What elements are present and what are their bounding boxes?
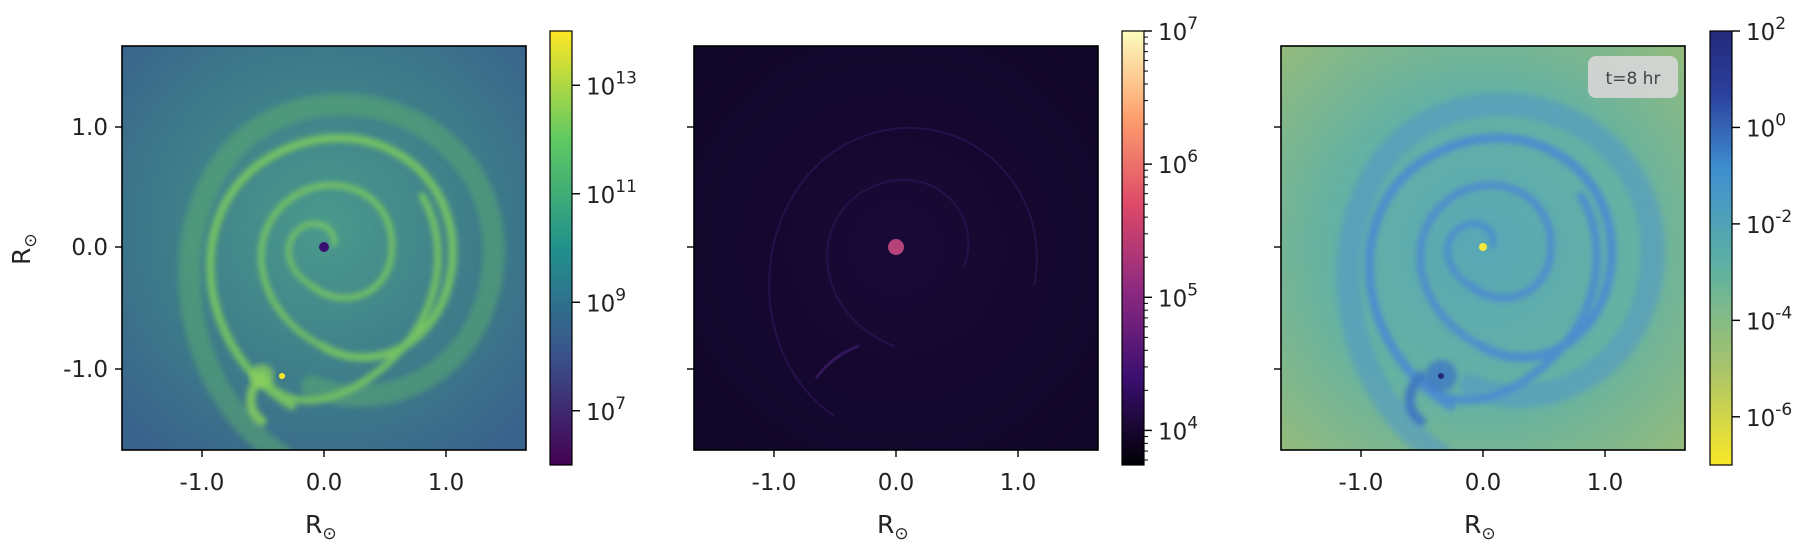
central-point: [319, 242, 329, 252]
x-axis-label: R⊙: [305, 510, 337, 544]
y-axis-label-sub: ⊙: [21, 233, 41, 247]
colorbar-2: [1121, 30, 1145, 466]
colorbar-tick-label: 109: [586, 285, 626, 317]
x-tick-label: -1.0: [180, 470, 225, 496]
x-axis-label-sub: ⊙: [322, 524, 336, 544]
x-tick-label: -1.0: [1339, 470, 1384, 496]
panel-3: t=8 hr -1.0 0.0 1.0 R⊙ 102 100 10-2 10-4 10-…: [1274, 14, 1792, 544]
panel-1-x-ticks: -1.0 0.0 1.0: [180, 450, 465, 496]
y-axis-label-main: R: [7, 248, 36, 265]
colorbar-1: [549, 30, 573, 466]
colorbar-tick-label: 107: [1158, 14, 1198, 46]
colorbar-3: [1709, 30, 1733, 466]
annotation-box: [1588, 56, 1678, 98]
companion-point: [1438, 373, 1444, 379]
central-point: [1479, 243, 1487, 251]
x-axis-label-sub: ⊙: [894, 524, 908, 544]
colorbar-tick-label: 1013: [586, 68, 637, 100]
annotation-text: t=8 hr: [1606, 69, 1661, 89]
time-annotation: t=8 hr: [1588, 56, 1678, 98]
central-point: [888, 239, 904, 255]
colorbar-tick-label: 10-4: [1746, 303, 1792, 335]
colorbar-tick-label: 100: [1746, 110, 1786, 142]
panel-1-image: [122, 46, 526, 450]
panel-3-x-ticks: -1.0 0.0 1.0: [1339, 450, 1624, 496]
x-tick-label: 0.0: [1465, 470, 1502, 496]
y-tick-label: 1.0: [71, 115, 108, 141]
x-tick-label: 0.0: [306, 470, 343, 496]
colorbar-tick-label: 104: [1158, 413, 1198, 445]
colorbar-tick-label: 105: [1158, 280, 1198, 312]
panel-2-y-ticks: [687, 126, 694, 370]
x-tick-label: 1.0: [428, 470, 465, 496]
y-tick-label: -1.0: [63, 357, 108, 383]
y-axis-label: R⊙: [7, 233, 41, 265]
colorbar-tick-label: 10-6: [1746, 400, 1792, 432]
companion-point: [279, 373, 285, 379]
panel-2: -1.0 0.0 1.0 R⊙ 104 105 106 107: [687, 14, 1198, 544]
x-axis-label: R⊙: [877, 510, 909, 544]
colorbar-1-ticks: 107 109 1011 1013: [572, 68, 637, 426]
x-axis-label: R⊙: [1464, 510, 1496, 544]
x-tick-label: 0.0: [878, 470, 915, 496]
colorbar-tick-label: 106: [1158, 147, 1198, 179]
panel-1-y-ticks: 1.0 0.0 -1.0: [63, 115, 122, 383]
panel-3-y-ticks: [1274, 126, 1281, 370]
colorbar-tick-label: 107: [586, 394, 626, 426]
panel-2-x-ticks: -1.0 0.0 1.0: [752, 450, 1037, 496]
colorbar-3-ticks: 102 100 10-2 10-4 10-6: [1732, 14, 1792, 432]
x-tick-label: 1.0: [1000, 470, 1037, 496]
colorbar-tick-label: 10-2: [1746, 207, 1792, 239]
colorbar-tick-label: 1011: [586, 177, 637, 209]
colorbar-tick-label: 102: [1746, 14, 1786, 46]
x-tick-label: -1.0: [752, 470, 797, 496]
colorbar-2-ticks: 104 105 106 107: [1144, 14, 1198, 461]
y-tick-label: 0.0: [71, 235, 108, 261]
x-tick-label: 1.0: [1587, 470, 1624, 496]
x-axis-label-main: R: [1464, 510, 1481, 539]
x-axis-label-main: R: [305, 510, 322, 539]
panel-1: -1.0 0.0 1.0 1.0 0.0 -1.0 R⊙ R⊙ 10710910…: [7, 30, 637, 544]
x-axis-label-sub: ⊙: [1481, 524, 1495, 544]
x-axis-label-main: R: [877, 510, 894, 539]
